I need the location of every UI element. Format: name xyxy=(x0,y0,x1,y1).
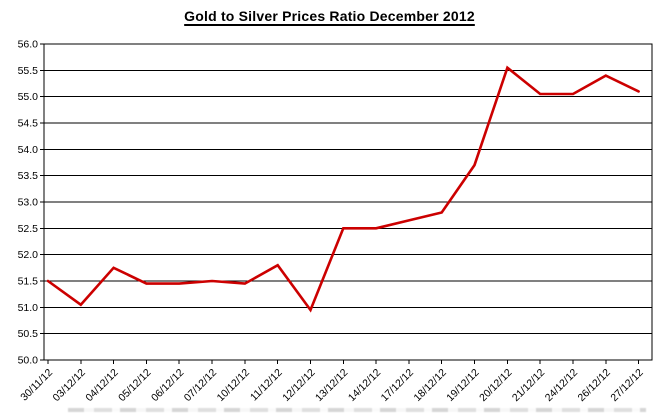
cutoff-text-artifact xyxy=(68,408,646,412)
x-axis-tick-label: 27/12/12 xyxy=(608,367,645,404)
x-axis-tick-label: 07/12/12 xyxy=(182,367,219,404)
x-axis-tick-label: 24/12/12 xyxy=(543,367,580,404)
x-axis-tick-label: 26/12/12 xyxy=(576,367,613,404)
y-axis-tick-label: 52.5 xyxy=(18,223,39,235)
y-axis-tick-label: 50.5 xyxy=(18,328,39,340)
x-axis-tick-label: 19/12/12 xyxy=(444,367,481,404)
y-axis-tick-label: 53.5 xyxy=(18,170,39,182)
x-axis-tick-label: 20/12/12 xyxy=(477,367,514,404)
x-axis-tick-label: 06/12/12 xyxy=(149,367,186,404)
y-axis-tick-label: 55.0 xyxy=(18,91,39,103)
x-axis-tick-label: 10/12/12 xyxy=(215,367,252,404)
y-axis-tick-label: 55.5 xyxy=(18,65,39,77)
y-axis-tick-label: 53.0 xyxy=(18,197,39,209)
x-axis-tick-label: 05/12/12 xyxy=(116,367,153,404)
ratio-line xyxy=(46,65,640,313)
y-axis-tick-label: 56.0 xyxy=(18,39,39,51)
x-axis-tick-label: 11/12/12 xyxy=(248,367,285,404)
chart-title: Gold to Silver Prices Ratio December 201… xyxy=(184,8,475,24)
x-axis-tick-label: 30/11/12 xyxy=(18,367,55,404)
y-axis-tick-label: 52.0 xyxy=(18,249,39,261)
x-axis-tick-label: 18/12/12 xyxy=(411,367,448,404)
x-axis-tick-label: 04/12/12 xyxy=(83,367,120,404)
y-axis-tick-label: 50.0 xyxy=(18,355,39,367)
x-axis-tick-label: 14/12/12 xyxy=(346,367,383,404)
x-axis-tick-label: 13/12/12 xyxy=(313,367,350,404)
x-axis-tick-label: 17/12/12 xyxy=(379,367,416,404)
x-axis-tick-label: 03/12/12 xyxy=(51,367,88,404)
y-axis-tick-label: 51.0 xyxy=(18,302,39,314)
y-axis-tick-label: 54.5 xyxy=(18,118,39,130)
y-axis-tick-label: 54.0 xyxy=(18,144,39,156)
x-axis-tick-label: 21/12/12 xyxy=(510,367,547,404)
x-axis-tick-label: 12/12/12 xyxy=(280,367,317,404)
y-axis-tick-label: 51.5 xyxy=(18,276,39,288)
